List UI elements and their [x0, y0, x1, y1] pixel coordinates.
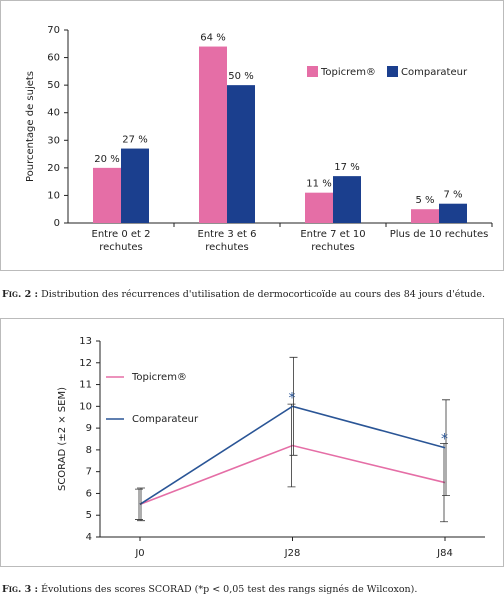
y-axis-label: Pourcentage de sujets: [25, 71, 36, 182]
line: [139, 405, 446, 506]
legend-swatch: [387, 66, 398, 77]
error-bar: [289, 356, 298, 456]
caption-text: Évolutions des scores SCORAD (*p < 0,05 …: [41, 584, 418, 595]
error-bar: [442, 399, 450, 497]
value-label: 50 %: [228, 71, 253, 82]
value-label: 17 %: [334, 162, 359, 173]
bar: [199, 46, 227, 223]
line: [139, 444, 446, 506]
legend-label: Topicrem®: [131, 372, 187, 383]
y-tick-label: 8: [86, 445, 92, 456]
y-tick-label: 30: [47, 135, 60, 146]
legend-label: Comparateur: [401, 67, 468, 78]
y-tick-label: 60: [47, 53, 60, 64]
y-tick-label: 12: [79, 358, 92, 369]
error-bar: [137, 487, 145, 522]
error-bar: [135, 488, 143, 520]
bar: [305, 192, 333, 223]
x-tick-label: Entre 0 et 2 rechutes: [91, 229, 151, 253]
annotation: *: [289, 390, 296, 406]
y-tick-label: 11: [79, 380, 92, 391]
y-tick-label: 10: [79, 401, 92, 412]
value-label: 27 %: [122, 135, 147, 146]
y-tick-label: 9: [86, 423, 92, 434]
y-tick-label: 0: [54, 218, 60, 229]
y-tick-label: 50: [47, 80, 60, 91]
y-tick-label: 40: [47, 108, 60, 119]
x-tick-label: J84: [436, 548, 453, 559]
caption: Fig. 2 : Distribution des récurrences d'…: [2, 289, 502, 300]
bar: [439, 203, 467, 223]
y-axis-label: SCORAD (±2 × SEM): [57, 387, 68, 491]
bar: [227, 85, 255, 224]
bar: [93, 167, 121, 223]
error-bar: [440, 442, 448, 523]
y-tick-label: 5: [86, 510, 92, 521]
value-label: 64 %: [200, 33, 225, 44]
value-label: 7 %: [443, 190, 462, 201]
y-tick-label: 13: [79, 336, 92, 347]
annotation: *: [441, 432, 448, 448]
bar: [333, 176, 361, 223]
x-tick-label: J0: [134, 548, 144, 559]
y-tick-label: 4: [86, 532, 92, 543]
value-label: 5 %: [415, 195, 434, 206]
y-tick-label: 70: [47, 25, 60, 36]
caption-text: Distribution des récurrences d'utilisati…: [41, 289, 486, 300]
x-tick-label: Plus de 10 rechutes: [389, 229, 489, 240]
x-tick-label: J28: [284, 548, 301, 559]
legend-swatch: [307, 66, 318, 77]
value-label: 11 %: [306, 179, 331, 190]
x-tick-label: Entre 7 et 10 rechutes: [300, 229, 366, 253]
caption-label: Fig. 2 :: [2, 289, 39, 300]
error-bar: [287, 403, 296, 488]
y-tick-label: 7: [86, 467, 92, 478]
legend-label: Topicrem®: [320, 67, 376, 78]
x-tick-label: Entre 3 et 6 rechutes: [197, 229, 257, 253]
caption-label: Fig. 3 :: [2, 584, 39, 595]
caption: Fig. 3 : Évolutions des scores SCORAD (*…: [2, 584, 502, 595]
y-tick-label: 6: [86, 488, 92, 499]
bar: [121, 148, 149, 223]
y-tick-label: 10: [47, 190, 60, 201]
value-label: 20 %: [94, 154, 119, 165]
bar: [411, 209, 439, 223]
legend-label: Comparateur: [132, 414, 199, 425]
y-tick-label: 20: [47, 163, 60, 174]
